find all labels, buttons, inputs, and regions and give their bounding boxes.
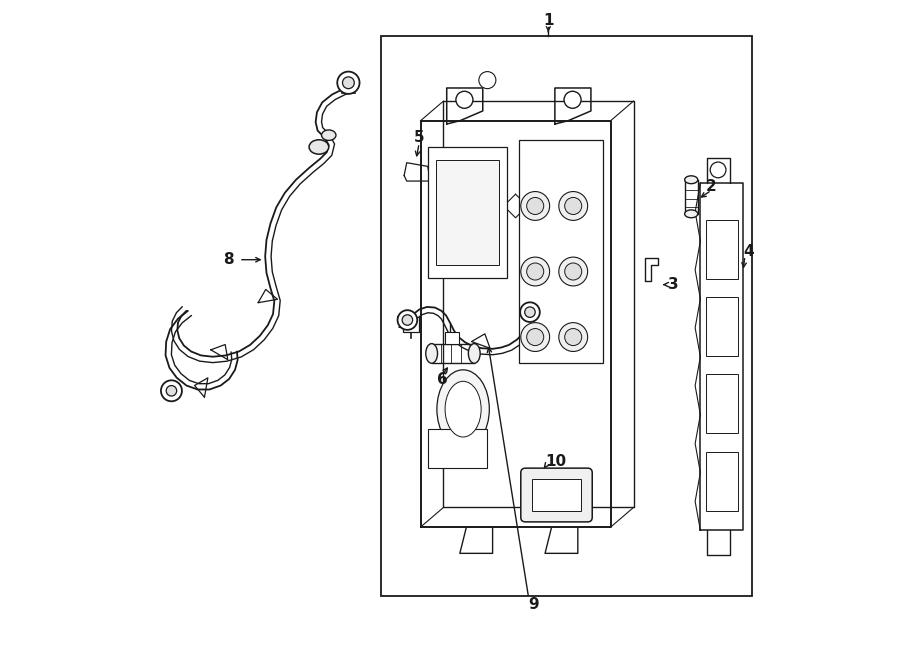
Text: 3: 3 — [668, 277, 679, 292]
Text: 5: 5 — [414, 130, 425, 145]
Bar — [706, 451, 738, 511]
Bar — [382, 36, 752, 596]
Bar — [436, 160, 500, 265]
Circle shape — [526, 329, 544, 346]
Circle shape — [521, 323, 550, 352]
Text: 4: 4 — [742, 245, 753, 259]
Text: 8: 8 — [223, 253, 234, 267]
Circle shape — [520, 302, 540, 322]
Circle shape — [402, 315, 412, 325]
Circle shape — [559, 257, 588, 286]
Ellipse shape — [685, 210, 698, 217]
Circle shape — [559, 323, 588, 352]
Ellipse shape — [436, 369, 490, 448]
Bar — [445, 332, 459, 344]
Ellipse shape — [468, 344, 481, 364]
Circle shape — [526, 198, 544, 214]
Ellipse shape — [309, 139, 328, 154]
Ellipse shape — [426, 344, 437, 364]
Circle shape — [526, 263, 544, 280]
Bar — [706, 219, 738, 279]
FancyBboxPatch shape — [521, 468, 592, 522]
Text: 6: 6 — [436, 372, 447, 387]
Circle shape — [564, 329, 581, 346]
Circle shape — [398, 310, 418, 330]
Bar — [706, 374, 738, 434]
Bar — [518, 140, 603, 364]
Circle shape — [456, 91, 472, 108]
Ellipse shape — [321, 130, 336, 140]
Text: 2: 2 — [706, 179, 717, 194]
Circle shape — [166, 385, 176, 396]
Circle shape — [479, 71, 496, 89]
Text: 1: 1 — [543, 13, 553, 28]
Text: 9: 9 — [528, 597, 538, 612]
Circle shape — [343, 77, 355, 89]
Circle shape — [710, 162, 726, 178]
Circle shape — [525, 307, 535, 317]
Bar — [428, 429, 488, 468]
Circle shape — [564, 198, 581, 214]
Text: 7: 7 — [395, 317, 406, 331]
Circle shape — [521, 192, 550, 220]
Circle shape — [564, 91, 581, 108]
Circle shape — [564, 263, 581, 280]
Bar — [403, 317, 419, 332]
Bar — [706, 297, 738, 356]
Text: 10: 10 — [545, 454, 567, 469]
Circle shape — [338, 71, 359, 94]
Bar — [532, 479, 581, 511]
Ellipse shape — [685, 176, 698, 184]
Circle shape — [161, 380, 182, 401]
Bar — [428, 147, 507, 278]
Circle shape — [559, 192, 588, 220]
Circle shape — [521, 257, 550, 286]
Ellipse shape — [446, 381, 482, 437]
